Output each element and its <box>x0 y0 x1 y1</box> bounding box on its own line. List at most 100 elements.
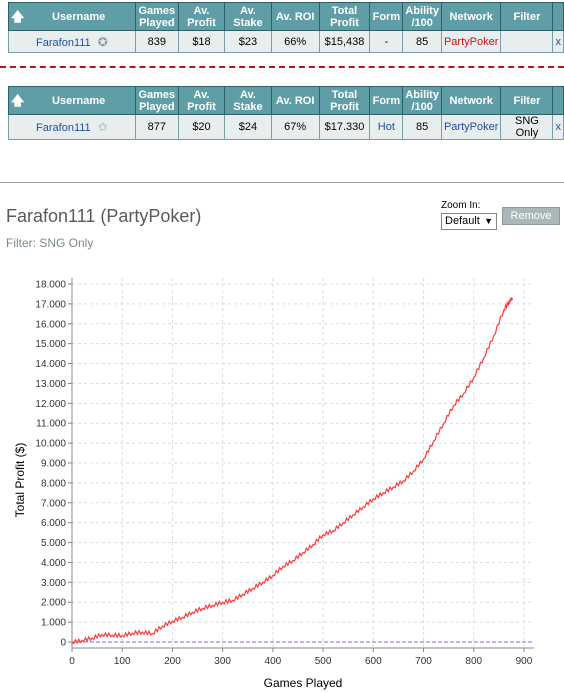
y-tick-label: 12.000 <box>35 399 66 410</box>
games-played-header[interactable]: Games Played <box>134 86 179 115</box>
remove-button[interactable]: Remove <box>502 207 560 225</box>
series-line <box>71 297 513 645</box>
y-tick-label: 10.000 <box>35 439 66 450</box>
x-tick-label: 300 <box>214 656 231 667</box>
total-profit-cell: $15,438 <box>318 30 371 53</box>
remove-cell: x <box>552 114 564 140</box>
ability-header[interactable]: Ability/100 <box>402 86 442 115</box>
y-tick-label: 2.000 <box>41 598 66 609</box>
y-tick-label: 1.000 <box>41 618 66 629</box>
x-tick-labels: 0 100 200 300 400 500 600 700 800 900 <box>69 656 533 667</box>
divider-dashed <box>0 66 564 68</box>
sort-username-header[interactable]: 🡅 Username <box>8 86 136 115</box>
remove-row-link[interactable]: x <box>555 35 561 48</box>
games-played-header[interactable]: Games Played <box>134 2 179 31</box>
graph-title: Farafon111 (PartyPoker) <box>6 206 202 226</box>
av-profit-cell: $20 <box>177 114 226 140</box>
form-header[interactable]: Form <box>369 2 404 31</box>
remove-header <box>552 2 564 31</box>
remove-header <box>552 86 564 115</box>
username-cell: Farafon111 ✪ <box>8 30 136 53</box>
network-header[interactable]: Network <box>440 2 502 31</box>
network-link[interactable]: PartyPoker <box>443 121 499 133</box>
ability-header[interactable]: Ability/100 <box>402 2 442 31</box>
sort-username-header[interactable]: 🡅 Username <box>8 2 136 31</box>
y-tick-label: 0 <box>60 638 66 649</box>
y-tick-label: 4.000 <box>41 558 66 569</box>
chevron-down-icon: ▼ <box>484 216 493 226</box>
av-profit-header[interactable]: Av. Profit <box>177 86 226 115</box>
av-profit-cell: $18 <box>177 30 226 53</box>
y-tick-label: 9.000 <box>41 459 66 470</box>
y-tick-label: 18.000 <box>35 279 66 290</box>
y-tick-label: 13.000 <box>35 379 66 390</box>
games-played-cell: 839 <box>134 30 179 53</box>
total-profit-header[interactable]: Total Profit <box>318 86 371 115</box>
av-roi-cell: 67% <box>270 114 320 140</box>
ability-cell: 85 <box>402 30 442 53</box>
remove-cell: x <box>552 30 564 53</box>
x-tick-label: 700 <box>415 656 432 667</box>
sort-arrow-icon[interactable]: 🡅 <box>11 92 25 108</box>
av-roi-header[interactable]: Av. ROI <box>270 2 320 31</box>
remove-row-link[interactable]: x <box>555 121 561 133</box>
graph-filter-label: Filter: SNG Only <box>6 236 94 250</box>
profit-chart: 0 1.000 2.000 3.000 4.000 5.000 6.000 7.000 8.00… <box>13 278 534 690</box>
table-row: Farafon111 ✩ 877 $20 $24 67% $17.330 Hot… <box>8 114 564 140</box>
games-played-cell: 877 <box>134 114 179 140</box>
y-tick-label: 7.000 <box>41 498 66 509</box>
x-tick-label: 400 <box>265 656 282 667</box>
chart-axes <box>68 278 534 652</box>
sort-arrow-icon[interactable]: 🡅 <box>11 8 25 24</box>
username-link[interactable]: Farafon111 <box>36 122 91 134</box>
filter-header[interactable]: Filter <box>500 2 554 31</box>
filter-cell <box>500 30 554 53</box>
y-tick-label: 16.000 <box>35 319 66 330</box>
av-roi-cell: 66% <box>270 30 320 53</box>
x-tick-label: 100 <box>114 656 131 667</box>
form-cell: - <box>369 30 404 53</box>
table-row: Farafon111 ✪ 839 $18 $23 66% $15,438 - 8… <box>8 30 564 53</box>
av-profit-header[interactable]: Av. Profit <box>177 2 226 31</box>
x-tick-label: 200 <box>164 656 181 667</box>
y-tick-label: 6.000 <box>41 518 66 529</box>
filter-cell: SNG Only <box>500 114 554 140</box>
total-profit-header[interactable]: Total Profit <box>318 2 371 31</box>
av-stake-header[interactable]: Av. Stake <box>224 86 272 115</box>
username-cell: Farafon111 ✩ <box>8 114 136 140</box>
x-axis-label: Games Played <box>264 676 343 690</box>
x-tick-label: 500 <box>315 656 332 667</box>
y-tick-labels: 0 1.000 2.000 3.000 4.000 5.000 6.000 7.000 8.00… <box>35 279 66 648</box>
y-tick-label: 14.000 <box>35 359 66 370</box>
zoom-select[interactable]: Default ▼ <box>441 213 497 230</box>
x-tick-label: 0 <box>69 656 75 667</box>
star-icon[interactable]: ✩ <box>97 120 108 134</box>
network-header[interactable]: Network <box>440 86 502 115</box>
section-divider <box>0 182 564 183</box>
form-link[interactable]: Hot <box>377 121 395 133</box>
form-header[interactable]: Form <box>369 86 404 115</box>
username-link[interactable]: Farafon111 <box>36 36 91 49</box>
y-tick-label: 15.000 <box>35 339 66 350</box>
x-tick-label: 600 <box>365 656 382 667</box>
star-icon[interactable]: ✪ <box>97 34 108 49</box>
zoom-label: Zoom In: <box>441 200 481 211</box>
network-link[interactable]: PartyPoker <box>443 35 499 48</box>
av-stake-cell: $24 <box>224 114 272 140</box>
stats-table-1: 🡅 Username Games Played Av. Profit Av. Stak… <box>8 2 564 53</box>
ability-cell: 85 <box>402 114 442 140</box>
network-cell: PartyPoker <box>440 30 502 53</box>
y-tick-label: 8.000 <box>41 478 66 489</box>
filter-header[interactable]: Filter <box>500 86 554 115</box>
chart-grid <box>71 278 534 648</box>
x-tick-label: 900 <box>516 656 533 667</box>
y-tick-label: 17.000 <box>35 299 66 310</box>
network-cell: PartyPoker <box>440 114 502 140</box>
zoom-select-value: Default <box>445 215 480 227</box>
av-roi-header[interactable]: Av. ROI <box>270 86 320 115</box>
y-axis-label: Total Profit ($) <box>13 443 27 518</box>
y-tick-label: 5.000 <box>41 538 66 549</box>
x-tick-label: 800 <box>465 656 482 667</box>
y-tick-label: 11.000 <box>36 419 66 430</box>
av-stake-header[interactable]: Av. Stake <box>224 2 272 31</box>
